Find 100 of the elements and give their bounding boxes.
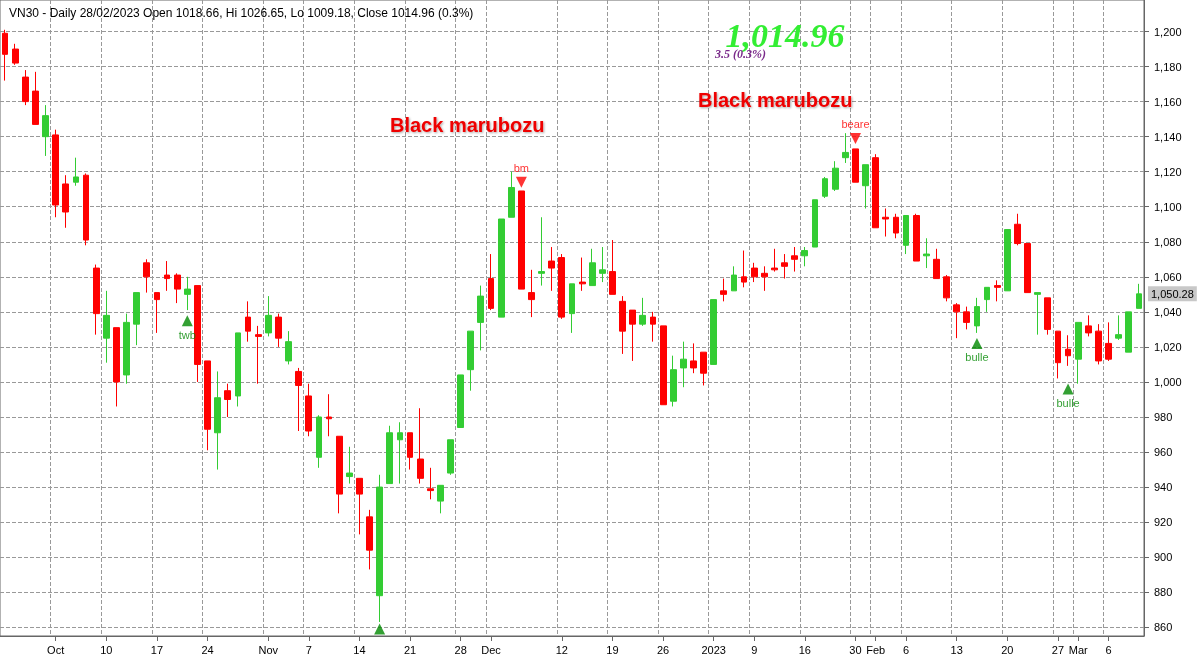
candlestick [761,265,768,292]
x-tick-label: 2023 [701,643,726,656]
data-label: bm [513,162,530,175]
x-tick-label: 6 [1105,643,1112,656]
y-tick-label: 1,180 [1154,60,1182,73]
x-tick-label: 21 [403,643,417,656]
candlestick [214,370,221,471]
candlestick [741,250,747,288]
candlestick [1115,314,1122,341]
candlestick [305,383,312,437]
candlestick [427,467,434,500]
candlestick [690,342,697,374]
candlestick [670,355,677,407]
x-tick-label: 24 [201,643,214,656]
candlestick [184,276,191,311]
x-tick-label: 9 [751,643,758,656]
candlestick [457,374,464,428]
y-tick-label: 1,200 [1154,25,1182,38]
y-tick-label: 1,160 [1154,95,1182,108]
point [971,337,983,349]
data-label: bulle [965,351,989,364]
candlestick [781,253,788,280]
candlestick [295,367,302,432]
candlestick [32,71,39,125]
candlestick [771,248,778,273]
candlestick [700,351,707,386]
point [374,623,386,635]
candlestick [518,190,525,290]
candlestick [812,199,818,248]
candlestick [346,446,353,485]
candlestick [356,477,363,535]
candlestick [194,285,201,383]
candlestick [1085,314,1092,337]
candlestick [1055,330,1061,379]
candlestick [842,132,849,164]
x-tick-label: Dec [481,643,502,656]
candlestick [113,327,120,407]
x-tick-label: Oct [47,643,65,656]
candlestick [731,265,737,292]
point [181,315,193,327]
candlestick [336,435,343,514]
candlestick [93,264,100,336]
candlestick [204,360,211,451]
x-tick-label: 20 [1001,643,1014,656]
candlestick [488,253,494,311]
data-label: bulle [1056,396,1080,409]
candlestick [83,172,89,246]
candlestick [893,213,899,239]
candlestick [133,292,140,346]
candlestick [619,295,626,355]
text: 1,050.28 [1151,287,1194,300]
candlestick [639,297,646,327]
candlestick [12,43,19,66]
candlestick [1034,292,1041,336]
candlestick [872,153,879,229]
y-tick-label: 1,020 [1154,340,1182,353]
x-tick-label: 17 [150,643,164,656]
y-tick-label: 1,100 [1154,200,1182,213]
candlestick [255,325,262,385]
candlestick [609,239,616,295]
x-tick-label: 10 [100,643,113,656]
candlestick [852,148,859,183]
candlestick [62,174,69,229]
annotation: Black marubozu [390,114,545,136]
candlestick [1075,321,1082,385]
candlestick [366,509,373,570]
x-tick-label: Feb [866,643,886,656]
candlestick [558,253,565,320]
candlestick [285,330,292,365]
x-tick-label: 16 [798,643,811,656]
y-tick-label: 1,040 [1154,305,1182,318]
x-tick-label: 27 [1051,643,1065,656]
candlestick [22,69,29,106]
x-tick-label: 12 [555,643,568,656]
x-tick-label: 6 [903,643,910,656]
candlestick [720,278,727,302]
candlestick [52,129,59,218]
y-tick-label: 980 [1154,410,1173,423]
x-tick-label: 19 [606,643,619,656]
candlestick [660,325,667,406]
data-label: beare [841,118,870,131]
candlestick [397,421,403,485]
candlestick [447,439,454,476]
y-tick-label: 880 [1154,586,1173,599]
x-tick-label: 28 [454,643,467,656]
candlestick [376,474,383,623]
annotation: Black marubozu [698,89,853,111]
candlestick [437,484,444,514]
candlestick [123,313,130,385]
candlestick [903,215,909,255]
candlestick [862,164,869,209]
candlestick [791,246,798,273]
candlestick [1014,213,1021,246]
y-tick-label: 1,140 [1154,130,1182,143]
candlestick [235,332,241,407]
candlestick [224,383,231,418]
candlestick [174,272,181,304]
y-tick-label: 900 [1154,551,1173,564]
candlestick [245,300,251,343]
x-tick-label: Nov [258,643,279,656]
